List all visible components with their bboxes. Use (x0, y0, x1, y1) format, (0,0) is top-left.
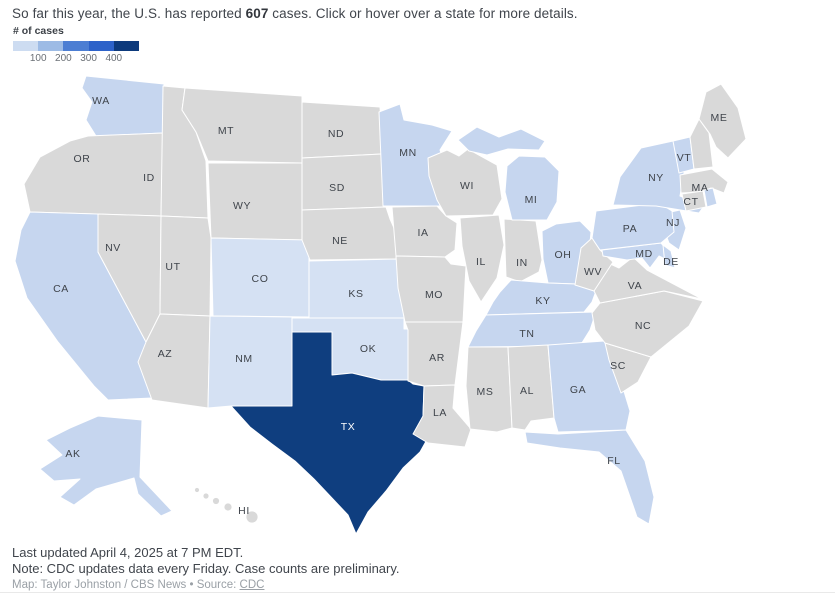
legend: # of cases 100 200 300 400 (13, 25, 139, 66)
state-ne[interactable] (301, 206, 399, 261)
state-al[interactable] (507, 344, 555, 431)
state-hi-island-1[interactable] (202, 492, 210, 500)
state-nd[interactable] (301, 101, 384, 159)
state-pa[interactable] (591, 202, 675, 251)
legend-swatch-1 (38, 41, 64, 51)
state-ky[interactable] (485, 279, 597, 316)
state-in[interactable] (503, 218, 543, 283)
state-wi[interactable] (427, 148, 503, 217)
state-il[interactable] (459, 214, 505, 303)
state-hi-island-4[interactable] (245, 510, 259, 524)
state-mo[interactable] (395, 255, 467, 323)
legend-tick-100: 100 (29, 53, 47, 64)
state-ms[interactable] (465, 346, 513, 433)
state-me[interactable] (698, 83, 747, 159)
note-text: Note: CDC updates data every Friday. Cas… (12, 561, 400, 576)
state-ar[interactable] (404, 321, 464, 387)
state-fl[interactable] (524, 429, 655, 525)
legend-tick-200: 200 (55, 53, 72, 64)
legend-ticks: 100 200 300 400 (13, 53, 139, 66)
state-ut[interactable] (159, 215, 212, 317)
credit-prefix: Map: Taylor Johnston / CBS News • Source… (12, 579, 240, 591)
state-co[interactable] (210, 237, 310, 318)
state-wy[interactable] (207, 162, 303, 241)
state-tn[interactable] (467, 311, 597, 348)
state-wa[interactable] (81, 75, 165, 137)
state-sd[interactable] (301, 153, 387, 211)
legend-swatch-4 (113, 41, 139, 51)
last-updated-text: Last updated April 4, 2025 at 7 PM EDT. (12, 545, 244, 560)
legend-tick-300: 300 (80, 53, 97, 64)
credit-line: Map: Taylor Johnston / CBS News • Source… (12, 579, 264, 591)
state-nm[interactable] (207, 315, 293, 409)
state-de[interactable] (662, 244, 676, 269)
legend-tick-400: 400 (105, 53, 123, 64)
state-ma[interactable] (679, 168, 729, 194)
caption-prefix: So far this year, the U.S. has reported (12, 6, 246, 21)
state-hi-island-0[interactable] (194, 487, 200, 493)
state-tx[interactable] (230, 331, 430, 535)
state-ct[interactable] (681, 190, 707, 212)
case-count: 607 (245, 6, 269, 21)
state-or[interactable] (23, 132, 164, 217)
state-ks[interactable] (308, 258, 405, 319)
legend-title: # of cases (13, 25, 64, 37)
state-hi-island-2[interactable] (212, 497, 220, 505)
map-caption: So far this year, the U.S. has reported … (12, 6, 578, 21)
bottom-divider (0, 592, 835, 593)
state-mi[interactable] (457, 126, 560, 221)
state-hi-island-3[interactable] (223, 502, 233, 512)
state-mt[interactable] (181, 87, 303, 164)
caption-suffix: cases. Click or hover over a state for m… (268, 6, 578, 21)
source-link[interactable]: CDC (239, 579, 265, 591)
legend-swatch-2 (63, 41, 89, 51)
legend-swatch-3 (88, 41, 114, 51)
legend-swatch-0 (13, 41, 39, 51)
state-nh[interactable] (689, 118, 714, 170)
state-la[interactable] (412, 384, 472, 448)
legend-color-scale (13, 41, 139, 51)
state-ri[interactable] (703, 187, 718, 208)
state-ak[interactable] (39, 415, 173, 517)
